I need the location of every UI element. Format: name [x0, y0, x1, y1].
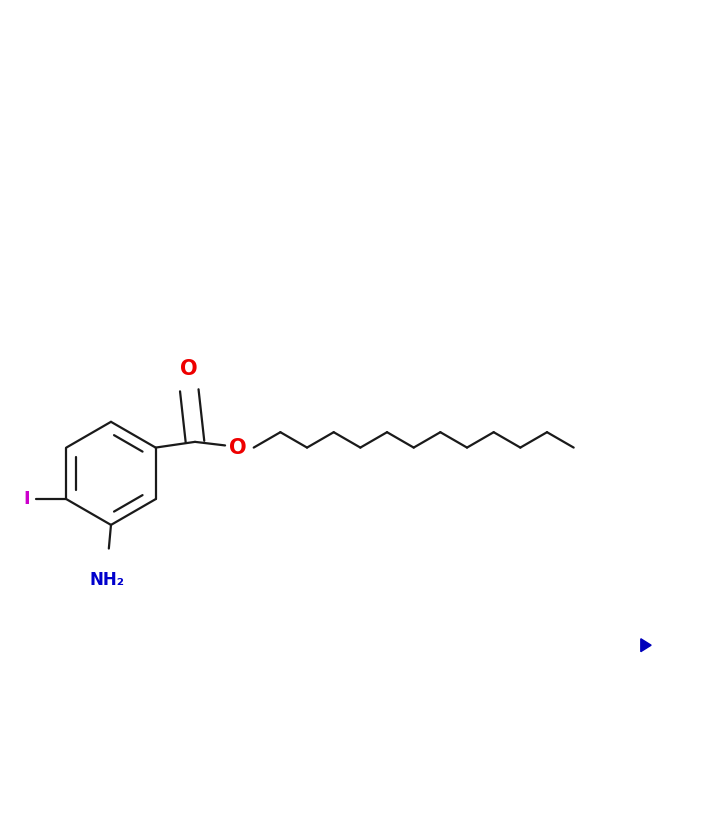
Polygon shape: [641, 639, 651, 652]
Text: O: O: [180, 359, 198, 379]
Text: O: O: [229, 437, 247, 458]
Text: NH₂: NH₂: [90, 572, 125, 589]
Text: I: I: [24, 490, 30, 508]
